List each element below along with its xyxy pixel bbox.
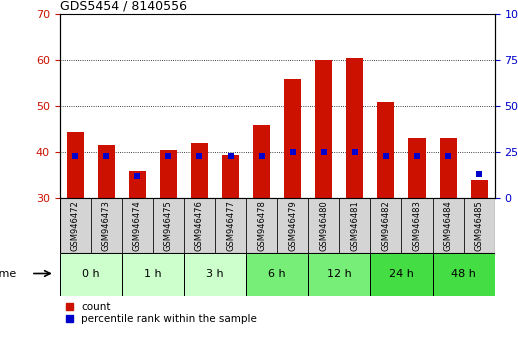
Text: GSM946481: GSM946481 — [350, 200, 359, 251]
Bar — [184, 198, 215, 253]
Point — [289, 149, 297, 155]
Bar — [60, 198, 91, 253]
Bar — [160, 150, 177, 198]
Point — [102, 153, 110, 159]
Bar — [277, 198, 308, 253]
Point — [133, 173, 141, 179]
Bar — [215, 198, 246, 253]
Point — [444, 153, 452, 159]
Text: 12 h: 12 h — [327, 269, 352, 279]
Bar — [347, 58, 364, 198]
Text: 1 h: 1 h — [144, 269, 162, 279]
Bar — [253, 125, 270, 198]
Bar — [191, 143, 208, 198]
Text: GDS5454 / 8140556: GDS5454 / 8140556 — [60, 0, 186, 13]
Bar — [308, 253, 370, 296]
Text: GSM946484: GSM946484 — [443, 200, 453, 251]
Bar — [60, 253, 122, 296]
Bar — [308, 198, 339, 253]
Bar — [315, 60, 333, 198]
Point — [226, 153, 235, 159]
Bar — [370, 253, 433, 296]
Bar — [66, 132, 84, 198]
Bar — [184, 253, 246, 296]
Bar — [471, 180, 488, 198]
Point — [475, 171, 483, 177]
Point — [351, 149, 359, 155]
Bar — [222, 155, 239, 198]
Text: 24 h: 24 h — [389, 269, 414, 279]
Bar — [97, 145, 115, 198]
Point — [71, 153, 79, 159]
Text: GSM946475: GSM946475 — [164, 200, 173, 251]
Point — [164, 153, 172, 159]
Point — [195, 153, 204, 159]
Text: time: time — [0, 268, 17, 279]
Point — [413, 153, 421, 159]
Bar — [433, 253, 495, 296]
Text: GSM946476: GSM946476 — [195, 200, 204, 251]
Text: 0 h: 0 h — [82, 269, 99, 279]
Bar — [153, 198, 184, 253]
Text: 3 h: 3 h — [206, 269, 224, 279]
Text: 6 h: 6 h — [268, 269, 286, 279]
Bar — [246, 198, 277, 253]
Point — [382, 153, 390, 159]
Text: 48 h: 48 h — [451, 269, 476, 279]
Text: GSM946483: GSM946483 — [412, 200, 422, 251]
Text: GSM946472: GSM946472 — [70, 200, 80, 251]
Text: GSM946485: GSM946485 — [474, 200, 484, 251]
Bar — [339, 198, 370, 253]
Text: GSM946474: GSM946474 — [133, 200, 142, 251]
Bar — [129, 171, 146, 198]
Bar — [122, 253, 184, 296]
Bar — [433, 198, 464, 253]
Bar — [122, 198, 153, 253]
Text: GSM946479: GSM946479 — [288, 200, 297, 251]
Bar — [401, 198, 433, 253]
Bar — [91, 198, 122, 253]
Bar — [464, 198, 495, 253]
Text: GSM946480: GSM946480 — [319, 200, 328, 251]
Text: GSM946477: GSM946477 — [226, 200, 235, 251]
Legend: count, percentile rank within the sample: count, percentile rank within the sample — [65, 301, 258, 325]
Bar — [246, 253, 308, 296]
Text: GSM946473: GSM946473 — [102, 200, 111, 251]
Bar — [284, 79, 301, 198]
Bar — [409, 138, 426, 198]
Point — [257, 153, 266, 159]
Bar — [370, 198, 401, 253]
Text: GSM946478: GSM946478 — [257, 200, 266, 251]
Bar — [377, 102, 395, 198]
Text: GSM946482: GSM946482 — [381, 200, 391, 251]
Bar — [439, 138, 457, 198]
Point — [320, 149, 328, 155]
